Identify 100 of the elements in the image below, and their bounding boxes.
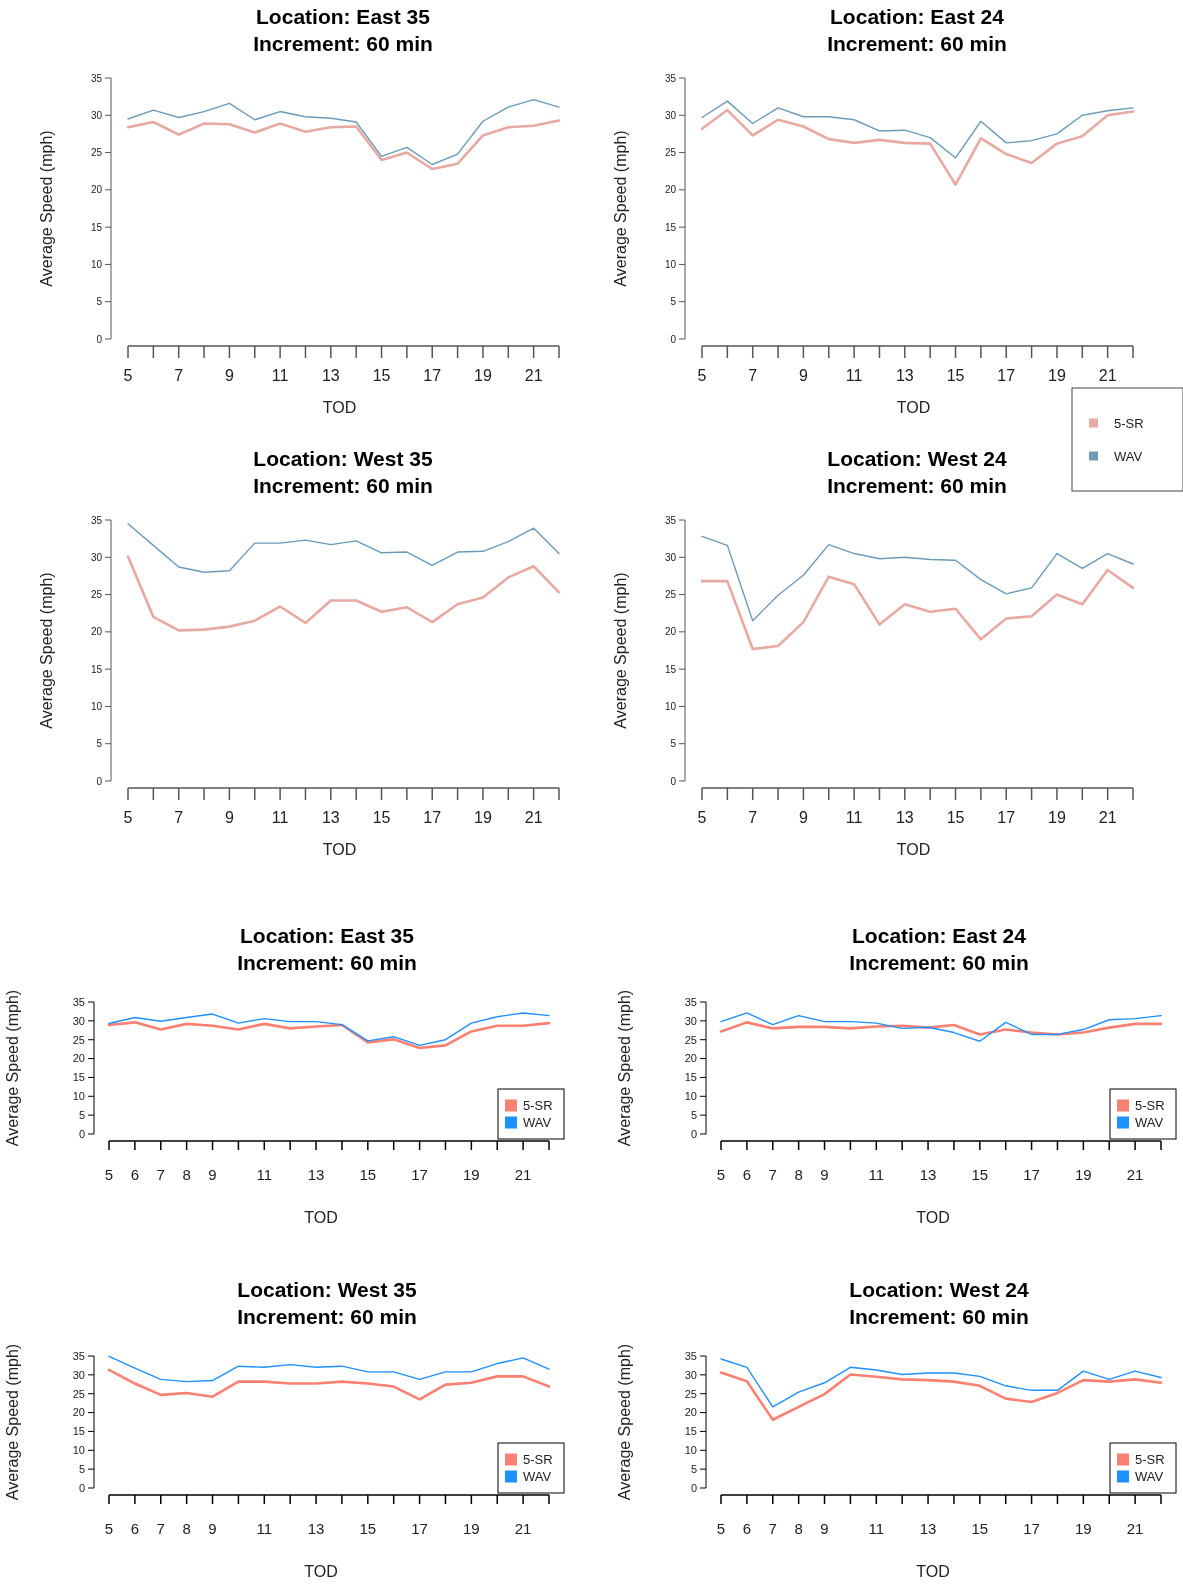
line-series (127, 523, 560, 573)
chart-title: Location: West 35 Increment: 60 min (237, 1278, 417, 1328)
y-tick-label: 30 (90, 109, 103, 121)
y-axis-title: Average Speed (mph) (616, 989, 633, 1147)
x-tick-label: 6 (130, 1166, 140, 1183)
y-axis-title: Average Speed (mph) (4, 989, 21, 1147)
legend-label: 5-SR (523, 1098, 553, 1114)
y-tick-label: 0 (78, 1481, 85, 1494)
y-tick-label: 25 (72, 1033, 85, 1046)
x-tick-label: 9 (224, 367, 234, 384)
legend-label: WAV (1135, 1115, 1164, 1131)
y-tick-label: 35 (72, 1349, 85, 1362)
y-tick-label: 35 (684, 1349, 697, 1362)
x-tick-label: 8 (794, 1166, 803, 1183)
x-tick-label: 8 (794, 1520, 803, 1537)
y-tick-label: 35 (90, 72, 103, 84)
x-tick-label: 13 (895, 367, 914, 384)
x-tick-label: 21 (514, 1166, 532, 1183)
x-tick-label: 9 (798, 809, 808, 826)
x-tick-label: 17 (1023, 1520, 1040, 1537)
legend-label: WAV (1135, 1469, 1164, 1485)
legend-label: 5-SR (1135, 1098, 1165, 1114)
y-tick-label: 30 (664, 109, 677, 121)
x-tick-label: 13 (919, 1520, 937, 1537)
y-tick-label: 5 (78, 1462, 85, 1475)
y-tick-label: 5 (96, 738, 103, 750)
y-tick-label: 20 (664, 184, 677, 196)
x-tick-label: 6 (130, 1520, 140, 1537)
y-tick-label: 30 (90, 551, 103, 563)
y-tick-label: 25 (90, 147, 103, 159)
x-tick-label: 5 (716, 1520, 726, 1537)
line-series (701, 535, 1134, 622)
x-tick-label: 19 (474, 809, 492, 826)
x-tick-label: 11 (271, 809, 289, 826)
y-tick-label: 30 (72, 1368, 85, 1381)
x-tick-label: 19 (1048, 809, 1066, 826)
x-tick-label: 9 (208, 1520, 217, 1537)
x-tick-label: 5 (716, 1166, 726, 1183)
x-axis-title: TOD (322, 399, 357, 416)
y-tick-label: 20 (684, 1406, 697, 1419)
y-tick-label: 25 (664, 589, 677, 601)
x-tick-label: 21 (1098, 809, 1117, 826)
y-tick-label: 30 (664, 551, 677, 563)
y-tick-label: 35 (72, 995, 85, 1008)
x-axis-title: TOD (916, 1563, 950, 1580)
y-tick-label: 20 (72, 1052, 85, 1065)
x-tick-label: 15 (372, 367, 391, 384)
x-tick-label: 13 (307, 1166, 325, 1183)
y-tick-label: 15 (684, 1071, 697, 1084)
x-tick-label: 9 (820, 1520, 829, 1537)
x-tick-label: 5 (123, 809, 133, 826)
legend-label: 5-SR (1135, 1452, 1165, 1468)
x-tick-label: 15 (971, 1520, 989, 1537)
y-tick-label: 10 (72, 1444, 85, 1457)
y-tick-label: 0 (670, 775, 677, 787)
y-tick-label: 25 (72, 1387, 85, 1400)
legend-label: 5-SR (523, 1452, 553, 1468)
y-tick-label: 5 (96, 296, 103, 308)
x-tick-label: 8 (182, 1520, 191, 1537)
x-axis-title: TOD (896, 399, 931, 416)
y-tick-label: 20 (90, 184, 103, 196)
chart-title: Location: East 35 Increment: 60 min (237, 924, 417, 974)
x-tick-label: 17 (1023, 1166, 1040, 1183)
y-tick-label: 15 (664, 663, 677, 675)
x-tick-label: 19 (1048, 367, 1066, 384)
y-tick-label: 30 (684, 1368, 697, 1381)
y-tick-label: 10 (664, 700, 677, 712)
x-tick-label: 9 (820, 1166, 829, 1183)
line-series (126, 119, 561, 171)
x-tick-label: 21 (1126, 1520, 1144, 1537)
x-tick-label: 7 (156, 1520, 165, 1537)
chart-title: Location: West 35 Increment: 60 min (253, 447, 433, 497)
line-series (108, 1355, 550, 1383)
x-tick-label: 6 (742, 1520, 752, 1537)
y-tick-label: 0 (96, 333, 103, 345)
x-tick-label: 21 (514, 1520, 532, 1537)
y-tick-label: 0 (690, 1481, 697, 1494)
y-tick-label: 10 (684, 1444, 697, 1457)
chart-title: Location: East 24 Increment: 60 min (827, 5, 1007, 55)
x-tick-label: 11 (868, 1520, 885, 1537)
x-tick-label: 19 (463, 1520, 480, 1537)
chart-title: Location: West 24 Increment: 60 min (849, 1278, 1029, 1328)
y-tick-label: 10 (684, 1090, 697, 1103)
y-tick-label: 10 (90, 258, 103, 270)
y-tick-label: 20 (72, 1406, 85, 1419)
x-tick-label: 5 (123, 367, 133, 384)
y-tick-label: 15 (72, 1425, 85, 1438)
x-tick-label: 15 (359, 1166, 377, 1183)
y-tick-label: 30 (72, 1014, 85, 1027)
legend-label: WAV (523, 1469, 552, 1485)
line-series (701, 100, 1134, 159)
x-tick-label: 15 (946, 367, 965, 384)
x-tick-label: 17 (997, 809, 1016, 826)
y-tick-label: 5 (670, 738, 677, 750)
x-tick-label: 13 (321, 367, 340, 384)
x-tick-label: 13 (919, 1166, 937, 1183)
y-tick-label: 0 (690, 1127, 697, 1140)
y-tick-label: 0 (96, 775, 103, 787)
y-tick-label: 15 (72, 1071, 85, 1084)
x-tick-label: 15 (372, 809, 391, 826)
